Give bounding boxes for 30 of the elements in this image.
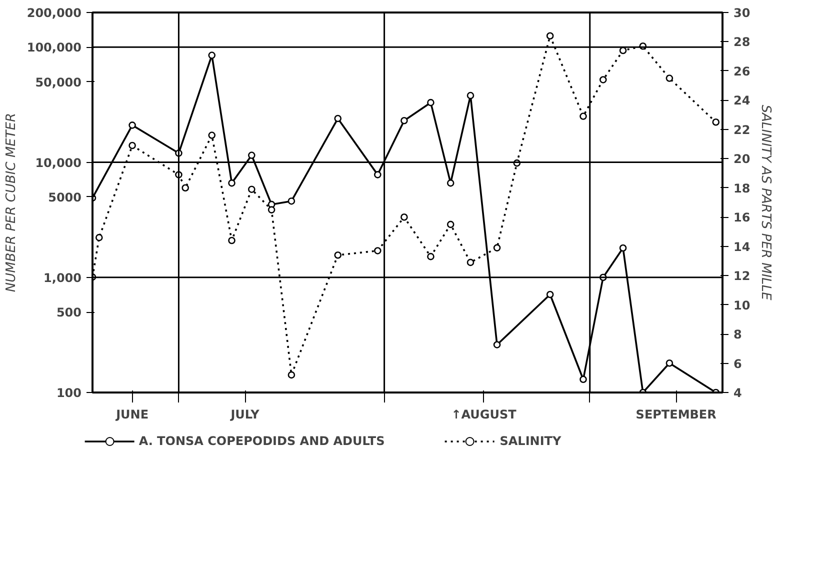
y-tick-label: 100,000 — [26, 40, 82, 55]
x-tick-label: SEPTEMBER — [636, 408, 716, 422]
y2-tick-label: 12 — [734, 269, 750, 284]
y2-tick-label: 24 — [734, 94, 750, 108]
x-tick-label: ↑AUGUST — [451, 408, 518, 422]
y2-tick-label: 20 — [734, 152, 750, 166]
x-tick-label: JULY — [230, 408, 260, 422]
y2-tick-label: 16 — [734, 210, 750, 225]
y-tick-label: 10,000 — [35, 156, 82, 170]
legend-label: A. TONSA COPEPODIDS AND ADULTS — [138, 434, 385, 448]
y2-tick-label: 26 — [734, 64, 750, 78]
y2-tick-label: 6 — [734, 356, 742, 371]
x-tick-label: JUNE — [115, 408, 149, 422]
y2-tick-label: 30 — [734, 6, 750, 20]
y2-tick-label: 14 — [734, 240, 750, 254]
y2-tick-label: 18 — [734, 181, 750, 196]
y-tick-label: 50,000 — [35, 75, 82, 90]
y2-axis-title: SALINITY AS PARTS PER MILLE — [758, 104, 774, 302]
y-tick-label: 100 — [56, 386, 82, 400]
y-tick-label: 5000 — [48, 190, 82, 204]
y2-tick-label: 8 — [734, 328, 742, 342]
y2-tick-label: 4 — [734, 386, 742, 400]
y-tick-label: 500 — [56, 306, 82, 320]
y-tick-label: 1,000 — [44, 270, 82, 285]
y2-tick-label: 22 — [734, 122, 750, 137]
legend-label: SALINITY — [500, 434, 562, 448]
y2-tick-label: 28 — [734, 35, 750, 50]
y2-tick-label: 10 — [734, 298, 750, 312]
y-tick-label: 200,000 — [26, 6, 82, 20]
y-axis-title: NUMBER PER CUBIC METER — [4, 112, 19, 292]
